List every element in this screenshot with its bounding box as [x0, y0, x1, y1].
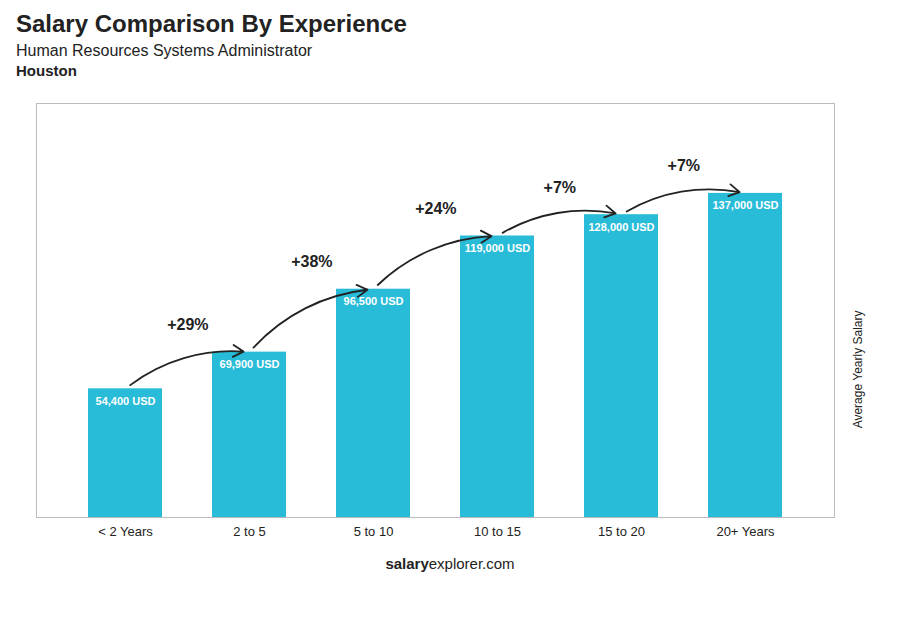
- html-text:salary explorer.com: salary explorer.com: [385, 555, 515, 572]
- svg-text:54,400 USD: 54,400 USD: [96, 395, 156, 407]
- html-text:Houston: Houston: [16, 62, 77, 79]
- html-text:Human Resources Systems Admini: Human Resources Systems Administrator: [16, 42, 313, 59]
- svg-text:137,000 USD: 137,000 USD: [712, 199, 778, 211]
- svg-text:20+ Years: 20+ Years: [716, 524, 775, 539]
- svg-text:5 to 10: 5 to 10: [354, 524, 394, 539]
- svg-text:+7%: +7%: [544, 179, 576, 196]
- svg-text:69,900 USD: 69,900 USD: [220, 358, 280, 370]
- svg-text:< 2 Years: < 2 Years: [98, 524, 153, 539]
- svg-text:2 to 5: 2 to 5: [233, 524, 266, 539]
- svg-text:+7%: +7%: [668, 157, 700, 174]
- svg-text:+29%: +29%: [167, 316, 208, 333]
- svg-text:+24%: +24%: [415, 200, 456, 217]
- svg-text:15 to 20: 15 to 20: [598, 524, 645, 539]
- svg-text:+38%: +38%: [291, 253, 332, 270]
- html-text:Salary Comparison By Experienc: Salary Comparison By Experience: [16, 10, 407, 37]
- svg-text:128,000 USD: 128,000 USD: [588, 220, 654, 232]
- svg-text:Average Yearly Salary: Average Yearly Salary: [851, 311, 865, 429]
- svg-text:96,500 USD: 96,500 USD: [344, 295, 404, 307]
- svg-text:119,000 USD: 119,000 USD: [465, 242, 530, 254]
- svg-text:10 to 15: 10 to 15: [474, 524, 521, 539]
